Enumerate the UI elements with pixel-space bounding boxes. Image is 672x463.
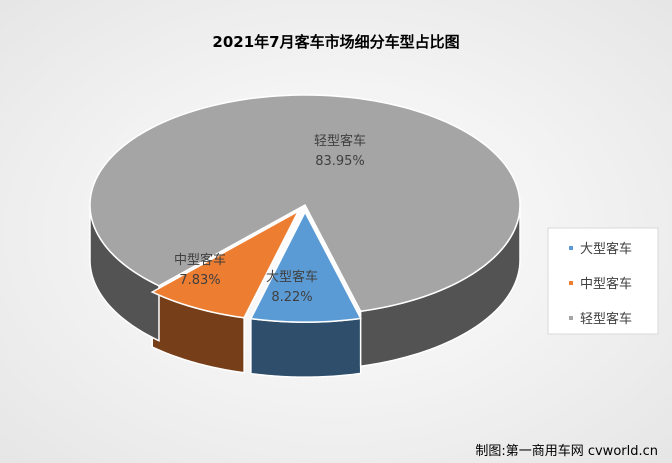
- pie-slice-2: [150, 209, 301, 319]
- slice-label-value-2: 7.83%: [179, 273, 220, 288]
- pie-slice-1: [249, 210, 362, 323]
- slice-label-name-1: 大型客车: [266, 269, 318, 285]
- slice-labels: 大型客车 8.22% 中型客车 7.83% 轻型客车 83.95%: [174, 133, 366, 305]
- legend-box: [547, 227, 659, 335]
- pie-slice-3: [89, 94, 521, 313]
- pie-side-1: [250, 317, 362, 378]
- slice-label-value-1: 8.22%: [271, 290, 312, 305]
- slice-label-name-2: 中型客车: [174, 252, 226, 268]
- slice-label-name-3: 轻型客车: [314, 133, 366, 149]
- legend-label-3: 轻型客车: [580, 311, 632, 327]
- slice-label-value-3: 83.95%: [315, 154, 365, 169]
- credit-text: 制图:第一商用车网 cvworld.cn: [475, 443, 658, 459]
- legend-label-1: 大型客车: [580, 241, 632, 257]
- legend-swatch-3: [569, 316, 573, 320]
- legend-label-2: 中型客车: [580, 276, 632, 292]
- chart-title: 2021年7月客车市场细分车型占比图: [212, 33, 459, 51]
- pie-tops: [89, 94, 521, 323]
- legend-swatch-2: [569, 281, 573, 285]
- legend-swatch-1: [569, 246, 573, 250]
